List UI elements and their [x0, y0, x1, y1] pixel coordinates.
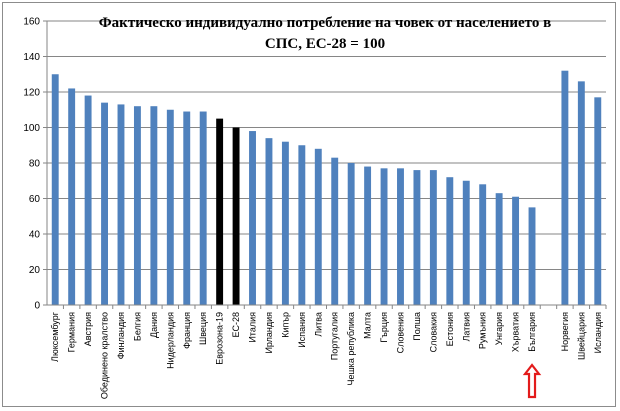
x-tick-label: Финландия: [116, 312, 126, 359]
x-tick-label: Португалия: [330, 312, 340, 360]
bar: [265, 138, 273, 305]
x-tick-label: Чешка република: [346, 312, 356, 386]
bar: [68, 88, 76, 305]
bar: [281, 141, 289, 305]
bar: [117, 104, 125, 305]
gridlines: [47, 20, 606, 306]
x-tick-label: Испания: [297, 312, 307, 348]
bar: [462, 180, 470, 305]
chart-title-line-2: СПС, ЕС-28 = 100: [265, 36, 385, 52]
chart-title-line-1: Фактическо индивидуално потребление на ч…: [99, 15, 551, 31]
bar: [446, 177, 454, 305]
x-tick-label: Исландия: [593, 312, 603, 353]
bar: [528, 207, 536, 305]
x-tick-label: Румъния: [478, 312, 488, 349]
bars: [51, 70, 602, 306]
bar: [413, 170, 421, 305]
bar: [479, 184, 487, 305]
chart-frame: 0 20 40 60 80 100 120 140 160 Люксембург Германия…: [2, 2, 616, 407]
bar: [347, 163, 355, 305]
x-tick-label: Ирландия: [264, 312, 274, 354]
bar: [429, 170, 437, 305]
x-tick-label: Малта: [363, 312, 373, 339]
x-tick-label: Словакия: [428, 312, 438, 353]
x-tick-label: Гърция: [379, 312, 389, 343]
y-tick-label: 160: [23, 17, 40, 28]
x-tick-label: Швеция: [198, 312, 208, 345]
x-tick-label: Франция: [182, 312, 192, 349]
bar-chart: 0 20 40 60 80 100 120 140 160 Люксембург Германия…: [23, 15, 607, 399]
bar: [594, 97, 602, 305]
x-tick-label: Еврозона-19: [215, 312, 225, 365]
x-tick-label: Обединено кралство: [100, 312, 110, 399]
bar: [199, 111, 207, 306]
y-axis: 0 20 40 60 80 100 120 140 160: [23, 17, 48, 312]
bar: [495, 193, 503, 305]
bar: [512, 196, 520, 305]
x-tick-label: Нидерландия: [165, 312, 175, 369]
bar: [397, 168, 404, 305]
bar: [364, 166, 372, 305]
x-tick-label: Литва: [313, 312, 323, 337]
y-tick-label: 100: [23, 123, 40, 134]
bar: [249, 131, 256, 305]
x-tick-label: Италия: [248, 312, 258, 343]
y-tick-label: 20: [29, 265, 41, 276]
bar: [561, 70, 569, 305]
x-tick-label: Швейцария: [576, 312, 586, 360]
bar: [216, 118, 224, 305]
y-tick-label: 0: [34, 301, 40, 312]
y-tick-label: 120: [23, 88, 40, 99]
x-tick-label: Австрия: [83, 312, 93, 346]
bar: [51, 74, 59, 305]
x-tick-label: Полша: [412, 312, 422, 341]
x-tick-label: Хърватия: [511, 312, 521, 352]
bar: [84, 95, 92, 305]
bar: [577, 81, 585, 305]
x-tick-label: ЕС-28: [231, 312, 241, 338]
up-arrow-icon: [522, 363, 542, 399]
bar: [166, 109, 174, 305]
x-tick-label: Германия: [67, 312, 77, 352]
bar: [183, 111, 191, 306]
bar: [150, 106, 158, 305]
bar: [380, 168, 388, 305]
y-tick-label: 140: [23, 52, 40, 63]
x-axis: Люксембург Германия Австрия Обединено кралс…: [47, 304, 607, 399]
bar: [298, 145, 306, 305]
x-tick-label: Люксембург: [50, 311, 60, 362]
bar: [314, 148, 322, 305]
x-tick-label: България: [527, 312, 537, 352]
x-tick-label: Норвегия: [560, 312, 570, 352]
x-tick-label: Белгия: [132, 312, 142, 341]
x-tick-label: Унгария: [494, 312, 504, 345]
arrow-marker: [522, 363, 542, 399]
bar: [331, 157, 339, 305]
y-tick-label: 60: [29, 194, 41, 205]
x-tick-label: Дания: [149, 312, 159, 338]
bar: [133, 106, 141, 305]
chart-title-group: Фактическо индивидуално потребление на ч…: [99, 15, 551, 52]
x-tick-label: Естония: [445, 312, 455, 346]
bar: [232, 127, 240, 305]
bar: [101, 102, 108, 306]
x-tick-label: Словения: [395, 312, 405, 354]
x-tick-label: Кипър: [280, 312, 290, 338]
x-tick-label: Латвия: [461, 312, 471, 342]
y-tick-label: 80: [29, 159, 41, 170]
y-tick-label: 40: [29, 230, 41, 241]
